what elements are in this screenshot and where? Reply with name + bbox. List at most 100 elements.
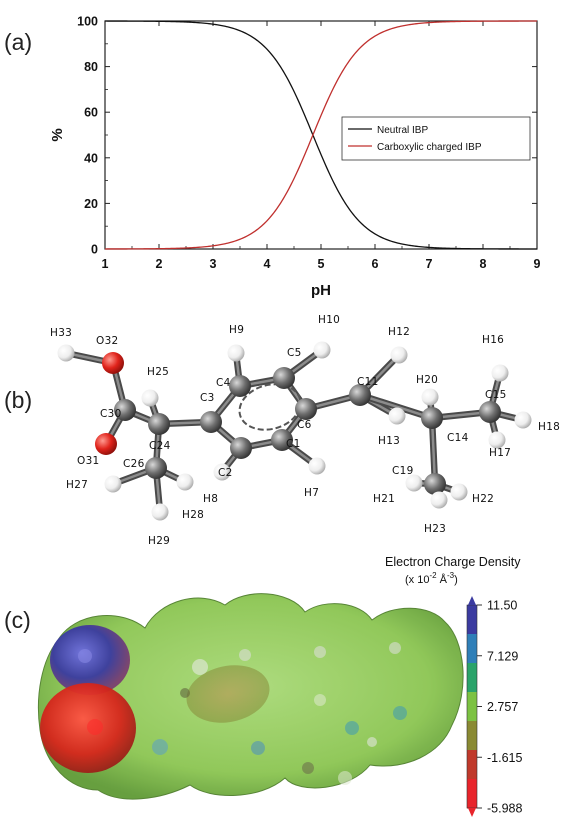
x-axis-title: pH (311, 282, 331, 299)
atom-label-c4: C4 (216, 377, 231, 389)
atom-c19 (424, 473, 446, 495)
colorbar-bottom-arrow (468, 808, 476, 817)
atom-label-c5: C5 (287, 347, 302, 359)
atom-label-c30: C30 (100, 408, 122, 420)
atom-h33 (57, 344, 75, 362)
electron-density-surface (37, 593, 464, 800)
tick-labels: 1 2 3 4 5 6 7 8 9 0 20 40 60 80 100 (77, 15, 540, 272)
atom-label-c19: C19 (392, 465, 414, 477)
panel-label-b: (b) (4, 387, 32, 413)
atom-h18 (514, 411, 532, 429)
atom-o31 (95, 433, 117, 455)
bond-highlight (358, 393, 434, 420)
atom-label-h9: H9 (229, 324, 244, 336)
atom-h9 (227, 344, 245, 362)
atom-h21 (405, 474, 423, 492)
atom-c26 (145, 457, 167, 479)
x-tick-label: 2 (156, 257, 163, 271)
atom-label-h18: H18 (538, 421, 560, 433)
colorbar-segment (467, 750, 477, 780)
surface-ring-region (186, 665, 270, 723)
atom-c11 (349, 384, 371, 406)
atom-h28 (176, 473, 194, 491)
atom-h23 (430, 491, 448, 509)
atom-label-h17: H17 (489, 447, 511, 459)
legend-label-neutral: Neutral IBP (377, 125, 428, 136)
atom-label-h16: H16 (482, 334, 504, 346)
y-tick-label: 40 (84, 151, 98, 165)
bond-highlight (430, 416, 437, 486)
colorbar-top-arrow (468, 596, 476, 605)
colorbar-segment (467, 605, 477, 635)
atom-label-h10: H10 (318, 314, 340, 326)
x-tick-label: 3 (210, 257, 217, 271)
y-tick-label: 0 (91, 243, 98, 257)
atom-h27 (104, 475, 122, 493)
colorbar-segments (466, 604, 478, 809)
colorbar-segment (467, 721, 477, 751)
series-line-charged (105, 20, 537, 250)
legend: Neutral IBP Carboxylic charged IBP (341, 116, 531, 161)
atom-label-h28: H28 (182, 509, 204, 521)
atom-label-c24: C24 (149, 440, 171, 452)
atom-h22 (450, 483, 468, 501)
atom-label-c14: C14 (447, 432, 469, 444)
atom-label-c6: C6 (297, 419, 312, 431)
atom-c5 (273, 367, 295, 389)
atom-h25 (141, 389, 159, 407)
y-tick-label: 60 (84, 106, 98, 120)
atom-c4 (229, 375, 251, 397)
surface-inner-atoms (78, 642, 407, 785)
atom-c2 (230, 437, 252, 459)
panel-label-c: (c) (4, 607, 31, 633)
y-axis-title: % (49, 128, 66, 141)
x-tick-label: 6 (372, 257, 379, 271)
y-tick-label: 100 (77, 15, 98, 29)
atom-label-c1: C1 (286, 438, 301, 450)
x-tick-label: 4 (264, 257, 271, 271)
x-tick-label: 1 (102, 257, 109, 271)
atom-label-h21: H21 (373, 493, 395, 505)
atom-h12 (390, 346, 408, 364)
atom-h16 (491, 364, 509, 382)
x-tick-label: 5 (318, 257, 325, 271)
colorbar-segment (467, 779, 477, 809)
atom-label-h22: H22 (472, 493, 494, 505)
atom-h29 (151, 503, 169, 521)
series-lines (105, 20, 537, 250)
colorbar-tick-label: 2.757 (487, 700, 518, 714)
colorbar-segment (467, 634, 477, 664)
legend-label-charged: Carboxylic charged IBP (377, 142, 482, 153)
legend-box (341, 116, 531, 161)
chart: 1 2 3 4 5 6 7 8 9 0 20 40 60 80 100 % pH Neutral IBP C… (49, 15, 541, 300)
atom-o32 (102, 352, 124, 374)
atom-c6 (295, 398, 317, 420)
colorbar-tick-label: 7.129 (487, 649, 518, 663)
atoms (57, 341, 532, 521)
colorbar-tick-label: 11.50 (487, 599, 517, 613)
atom-h17 (488, 431, 506, 449)
atom-c30 (114, 399, 136, 421)
atom-c3 (200, 411, 222, 433)
colorbar-segment (467, 692, 477, 722)
atom-h13 (388, 407, 406, 425)
atom-label-h25: H25 (147, 366, 169, 378)
atom-h7 (308, 457, 326, 475)
colorbar-unit: (x 10-2 Å-3) (405, 571, 458, 586)
atom-label-h7: H7 (304, 487, 319, 499)
atom-label-h29: H29 (148, 535, 170, 547)
colorbar-tick-label: -5.988 (487, 802, 522, 816)
atom-c1 (271, 429, 293, 451)
y-tick-label: 80 (84, 60, 98, 74)
aromatic-ring-indicator (238, 383, 302, 431)
atom-label-h12: H12 (388, 326, 410, 338)
atom-label-c2: C2 (218, 467, 233, 479)
atom-label-c11: C11 (357, 376, 379, 388)
series-line-neutral (105, 20, 537, 250)
atom-label-h20: H20 (416, 374, 438, 386)
colorbar-segment (467, 663, 477, 693)
colorbar-tick-label: -1.615 (487, 751, 522, 765)
